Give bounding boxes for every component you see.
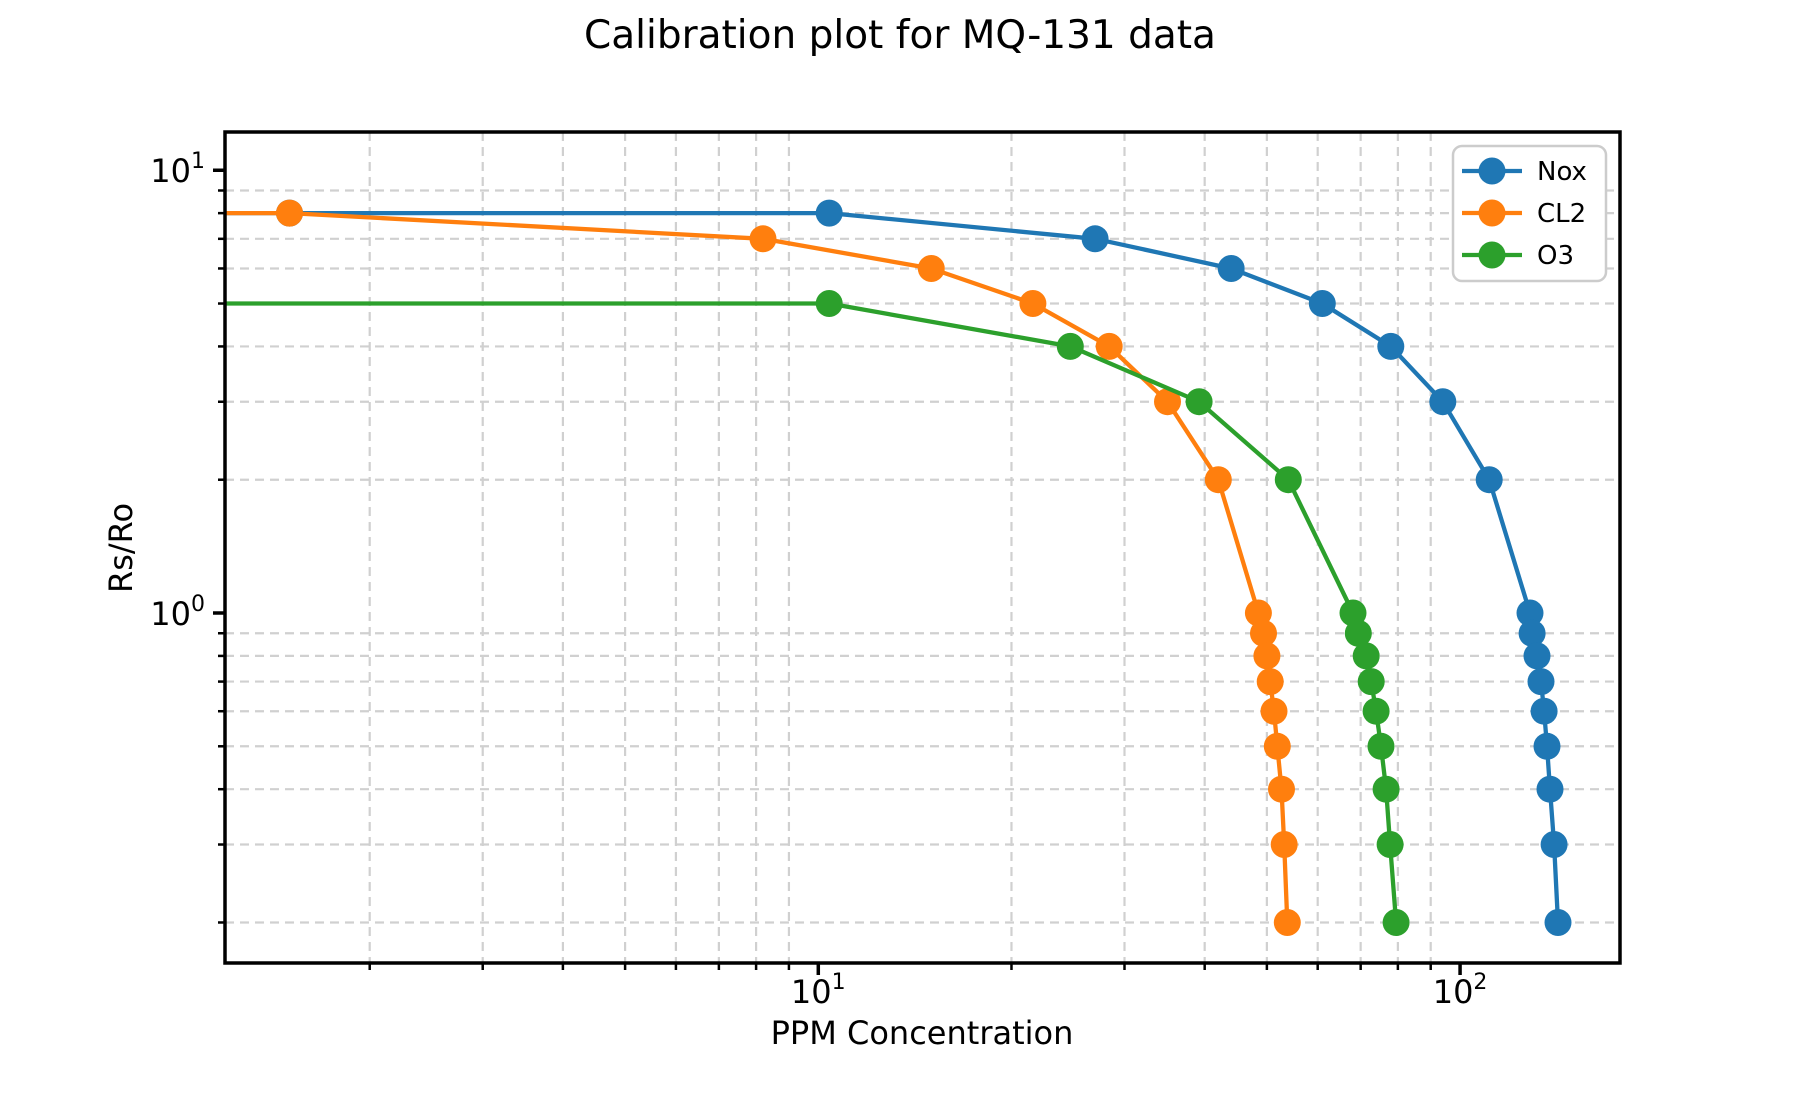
axes-layer <box>213 130 1622 975</box>
series-cl2-marker <box>1263 732 1291 760</box>
series-nox-marker <box>190 200 217 227</box>
series-layer <box>190 199 1572 936</box>
series-o3-marker <box>1185 388 1213 416</box>
series-nox-marker <box>1536 775 1564 803</box>
series-cl2-marker <box>1244 599 1272 627</box>
legend-sample-marker <box>1478 157 1506 185</box>
series-o3-marker <box>815 290 843 317</box>
legend-entry-label: CL2 <box>1537 199 1586 229</box>
series-nox-marker <box>1530 697 1558 725</box>
series-o3-marker <box>1382 909 1410 936</box>
series-nox-marker <box>1533 732 1561 760</box>
series-cl2-marker <box>1270 831 1298 858</box>
y-tick-label: 101 <box>150 149 205 190</box>
x-axis-label: PPM Concentration <box>771 1014 1074 1052</box>
series-o3-marker <box>1274 466 1302 494</box>
series-o3-marker <box>190 290 217 317</box>
series-cl2-marker <box>1268 775 1295 803</box>
series-nox-marker <box>1475 466 1503 494</box>
legend-entry-cl2: CL2 <box>1462 199 1586 229</box>
series-o3-line <box>225 301 1399 925</box>
series-nox-marker <box>1544 909 1572 936</box>
series-cl2-marker <box>1154 388 1181 416</box>
series-cl2 <box>190 199 1301 936</box>
series-cl2-marker <box>749 225 777 253</box>
legend-entry-nox: Nox <box>1462 157 1587 187</box>
grid-layer <box>225 132 1620 963</box>
series-nox-marker <box>1377 332 1405 360</box>
tick-label-layer: 101 102 100 101 <box>150 149 1487 1011</box>
legend-sample-marker <box>1478 241 1506 269</box>
series-o3-marker <box>1376 831 1404 858</box>
series-nox-marker <box>815 199 843 227</box>
series-cl2-marker <box>1019 290 1047 317</box>
series-nox-line <box>225 210 1561 925</box>
x-tick-label: 101 <box>791 970 846 1011</box>
series-nox-marker <box>1516 599 1544 627</box>
plot-spines <box>223 130 1622 965</box>
series-cl2-marker <box>190 200 217 227</box>
y-tick-label: 100 <box>150 592 205 633</box>
series-cl2-marker <box>1250 619 1277 647</box>
x-tick-label: 102 <box>1433 970 1488 1011</box>
series-nox-marker <box>1527 668 1555 696</box>
series-nox-marker <box>1308 290 1336 317</box>
series-nox-marker <box>1518 619 1546 647</box>
series-o3-marker <box>1367 732 1395 760</box>
series-cl2-marker <box>1095 332 1123 360</box>
series-cl2-marker <box>917 255 945 282</box>
series-cl2-marker <box>276 199 303 227</box>
series-nox <box>190 199 1572 936</box>
legend-entry-label: Nox <box>1537 157 1587 187</box>
series-nox-marker <box>1217 255 1245 282</box>
series-cl2-marker <box>1204 466 1232 494</box>
series-nox-marker <box>1429 388 1457 416</box>
series-o3-marker <box>1357 668 1385 696</box>
series-nox-marker <box>1523 642 1551 670</box>
series-cl2-marker <box>1253 642 1281 670</box>
series-cl2-marker <box>1273 909 1301 936</box>
series-o3-marker <box>1344 619 1372 647</box>
series-cl2-marker <box>1260 697 1288 725</box>
series-nox-marker <box>1540 831 1568 858</box>
series-o3-marker <box>1056 332 1084 360</box>
chart-title: Calibration plot for MQ-131 data <box>584 13 1216 58</box>
legend-entry-label: O3 <box>1537 241 1574 271</box>
series-nox-marker <box>1081 225 1109 253</box>
legend: Nox CL2 O3 <box>1451 144 1608 283</box>
series-o3 <box>190 290 1410 936</box>
series-cl2-marker <box>1256 668 1284 696</box>
legend-entry-o3: O3 <box>1462 241 1574 271</box>
series-o3-marker <box>1362 697 1390 725</box>
series-o3-marker <box>1352 642 1380 670</box>
series-o3-marker <box>1372 775 1400 803</box>
legend-sample-marker <box>1478 199 1506 227</box>
series-o3-marker <box>1339 599 1367 627</box>
y-axis-label: Rs/Ro <box>102 503 140 593</box>
